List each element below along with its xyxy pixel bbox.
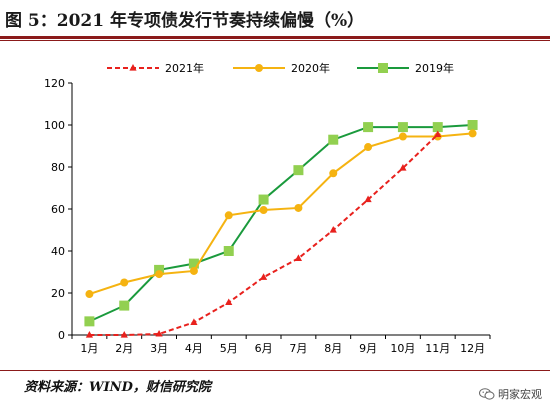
series-line bbox=[89, 124, 473, 323]
x-tick-label: 9月 bbox=[359, 342, 377, 355]
data-point bbox=[364, 143, 373, 152]
data-point bbox=[294, 254, 303, 261]
title-rule bbox=[0, 36, 550, 39]
data-point bbox=[224, 211, 233, 220]
data-point bbox=[434, 130, 442, 138]
y-tick-label: 60 bbox=[51, 203, 65, 216]
x-tick-label: 11月 bbox=[425, 342, 450, 355]
data-point bbox=[120, 331, 128, 338]
line-chart: 0 20 40 60 80 100 120 1月 2月 3月 4月 5月 6月 7月 8月 9月 10月 11月 1… bbox=[44, 61, 491, 355]
chart-axes: 0 20 40 60 80 100 120 1月 2月 3月 4月 5月 6月 7月 8月 9月 10月 11月 1… bbox=[44, 77, 491, 355]
source-rule bbox=[0, 370, 550, 371]
x-tick-label: 10月 bbox=[390, 342, 415, 355]
legend-item: 2021年 bbox=[107, 61, 204, 75]
title-rule-thin bbox=[0, 40, 550, 41]
legend-item: 2019年 bbox=[357, 61, 454, 75]
x-tick-label: 5月 bbox=[220, 342, 238, 355]
data-point bbox=[85, 331, 94, 338]
data-point bbox=[432, 122, 443, 133]
source-note: 资料来源：WIND，财信研究院 bbox=[24, 380, 211, 395]
y-tick-label: 40 bbox=[51, 245, 65, 258]
legend-label: 2020年 bbox=[291, 61, 330, 75]
data-point bbox=[364, 195, 372, 203]
data-point bbox=[468, 129, 477, 138]
data-point bbox=[399, 164, 407, 171]
data-point bbox=[363, 122, 374, 133]
series-2021 bbox=[85, 130, 442, 338]
data-point bbox=[259, 273, 268, 280]
data-point bbox=[397, 122, 408, 133]
y-tick-label: 100 bbox=[44, 119, 65, 132]
y-tick-label: 0 bbox=[58, 329, 65, 342]
data-point bbox=[120, 278, 129, 287]
data-point bbox=[259, 206, 268, 215]
x-tick-label: 7月 bbox=[289, 342, 307, 355]
brand-watermark: 明家宏观 bbox=[479, 386, 542, 402]
data-point bbox=[258, 194, 269, 205]
data-point bbox=[155, 270, 164, 279]
legend-swatch-marker bbox=[378, 63, 388, 73]
data-point bbox=[467, 120, 478, 130]
x-tick-label: 1月 bbox=[80, 342, 98, 355]
series-2019 bbox=[84, 120, 478, 327]
data-point bbox=[225, 298, 233, 306]
legend-swatch-marker bbox=[129, 64, 137, 71]
wechat-icon bbox=[479, 388, 495, 400]
series-line bbox=[89, 132, 473, 295]
x-tick-label: 6月 bbox=[255, 342, 273, 355]
legend-label: 2021年 bbox=[165, 61, 204, 75]
series-line bbox=[89, 133, 439, 336]
data-point bbox=[84, 316, 95, 327]
x-tick-label: 8月 bbox=[324, 342, 342, 355]
y-tick-label: 20 bbox=[51, 287, 65, 300]
data-point bbox=[85, 290, 94, 299]
data-point bbox=[329, 169, 338, 178]
data-point bbox=[190, 318, 198, 325]
x-tick-label: 12月 bbox=[460, 342, 485, 355]
legend-swatch-marker bbox=[255, 64, 263, 72]
data-point bbox=[328, 134, 339, 145]
data-point bbox=[189, 266, 198, 275]
data-point bbox=[223, 246, 234, 256]
legend-label: 2019年 bbox=[415, 61, 454, 75]
data-point bbox=[294, 203, 303, 212]
data-point bbox=[119, 300, 130, 311]
series-2020 bbox=[85, 129, 477, 299]
x-tick-label: 2月 bbox=[115, 342, 133, 355]
data-point bbox=[293, 165, 304, 176]
brand-label: 明家宏观 bbox=[498, 388, 542, 401]
data-point bbox=[398, 132, 407, 141]
legend-item: 2020年 bbox=[233, 61, 330, 75]
data-point bbox=[155, 329, 163, 337]
chart-series bbox=[84, 120, 478, 338]
chart-title: 图 5：2021 年专项债发行节奏持续偏慢（%） bbox=[5, 11, 365, 31]
y-tick-label: 80 bbox=[51, 161, 65, 174]
x-tick-label: 3月 bbox=[150, 342, 168, 355]
chart-legend: 2021年 2020年 2019年 bbox=[107, 61, 454, 75]
data-point bbox=[329, 226, 337, 233]
y-tick-label: 120 bbox=[44, 77, 65, 90]
x-tick-label: 4月 bbox=[185, 342, 203, 355]
